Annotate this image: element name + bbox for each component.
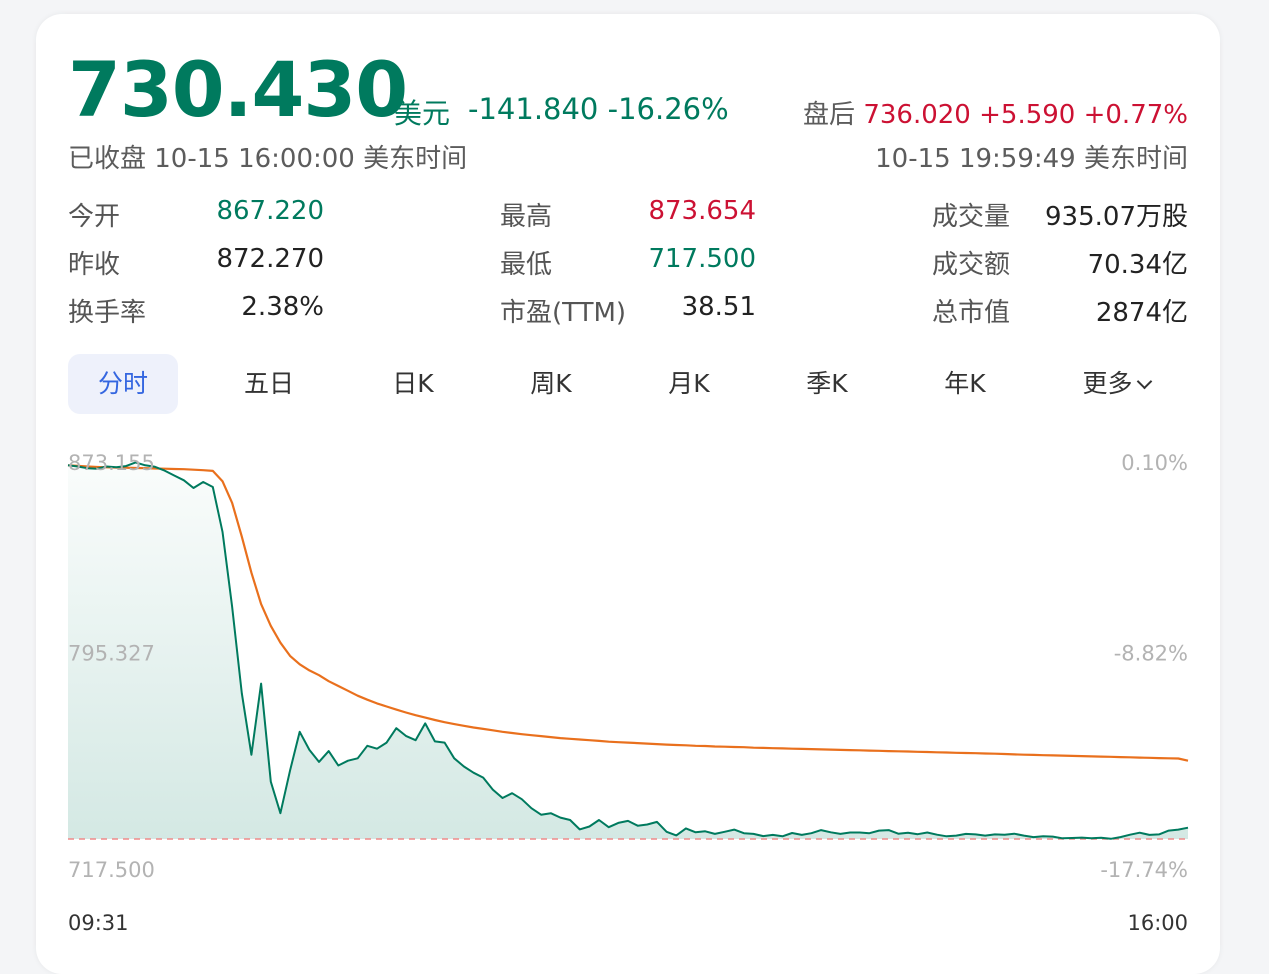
- average-price-line: [67, 464, 1189, 762]
- stat-label: 成交量: [932, 202, 1011, 232]
- market-status: 已收盘 10-15 16:00:00 美东时间: [68, 144, 468, 174]
- price-line: [67, 461, 1189, 840]
- currency-label: 美元: [394, 97, 451, 130]
- stat-value: 2.38%: [241, 292, 324, 322]
- tab-label: 分时: [97, 369, 148, 398]
- stat-value: 872.270: [216, 244, 324, 274]
- stat-label: 市盈(TTM): [500, 298, 627, 328]
- stat-label: 换手率: [68, 298, 147, 328]
- y-tick-label-right: 0.10%: [1121, 451, 1188, 475]
- stat-label: 昨收: [68, 250, 121, 280]
- stat-value: 935.07万股: [1045, 202, 1188, 232]
- stat-label: 今开: [68, 202, 121, 232]
- tab-label: 周K: [530, 369, 572, 398]
- after-hours-label: 盘后: [803, 100, 856, 130]
- tab-item[interactable]: 周K: [496, 354, 606, 414]
- tab-label: 季K: [806, 369, 848, 398]
- x-tick-start: 09:31: [68, 911, 129, 935]
- tab-item[interactable]: 分时: [68, 354, 178, 414]
- y-tick-label-left: 795.327: [68, 642, 155, 666]
- tab-label: 月K: [668, 369, 710, 398]
- tab-item[interactable]: 五日: [214, 354, 324, 414]
- stat-value: 2874亿: [1095, 298, 1188, 328]
- stat-value: 873.654: [648, 196, 756, 226]
- tab-label: 五日: [243, 369, 294, 398]
- after-hours-quote: 盘后 736.020 +5.590 +0.77%: [803, 94, 1188, 131]
- after-hours-change: +5.590: [979, 100, 1076, 130]
- price-change: -141.840 -16.26%: [468, 92, 729, 126]
- intraday-chart: 873.155 795.327 717.500 0.10% -8.82% -17.74% 0…: [67, 451, 1189, 935]
- y-tick-label-right: -17.74%: [1100, 858, 1188, 882]
- stat-label: 最高: [500, 202, 553, 232]
- tab-item[interactable]: 季K: [772, 354, 882, 414]
- tab-label: 更多: [1082, 369, 1133, 398]
- y-tick-label-right: -8.82%: [1114, 642, 1188, 666]
- stat-label: 成交额: [932, 250, 1011, 280]
- stat-label: 总市值: [932, 298, 1011, 328]
- y-tick-label-left: 873.155: [68, 451, 155, 475]
- price-area-fill: [68, 462, 1188, 839]
- tab-item[interactable]: 日K: [358, 354, 468, 414]
- stat-value: 70.34亿: [1087, 250, 1188, 280]
- stat-label: 最低: [500, 250, 553, 280]
- stat-value: 717.500: [648, 244, 756, 274]
- tab-item[interactable]: 年K: [910, 354, 1020, 414]
- tab-label: 日K: [392, 369, 434, 398]
- tab-label: 年K: [944, 369, 986, 398]
- change-value: -141.840: [468, 92, 599, 126]
- after-hours-percent: +0.77%: [1083, 100, 1188, 130]
- after-hours-price: 736.020: [863, 100, 971, 130]
- quote-card: 730.430 美元 -141.840 -16.26% 已收盘 10-15 16…: [36, 14, 1220, 974]
- last-price: 730.430: [68, 45, 408, 134]
- tab-item[interactable]: 月K: [634, 354, 744, 414]
- x-tick-end: 16:00: [1127, 911, 1188, 935]
- stat-value: 867.220: [216, 196, 324, 226]
- y-tick-label-left: 717.500: [68, 858, 155, 882]
- after-hours-time: 10-15 19:59:49 美东时间: [875, 144, 1188, 174]
- stat-value: 38.51: [681, 292, 756, 322]
- tab-item[interactable]: 更多: [1061, 354, 1171, 414]
- change-percent: -16.26%: [607, 92, 729, 126]
